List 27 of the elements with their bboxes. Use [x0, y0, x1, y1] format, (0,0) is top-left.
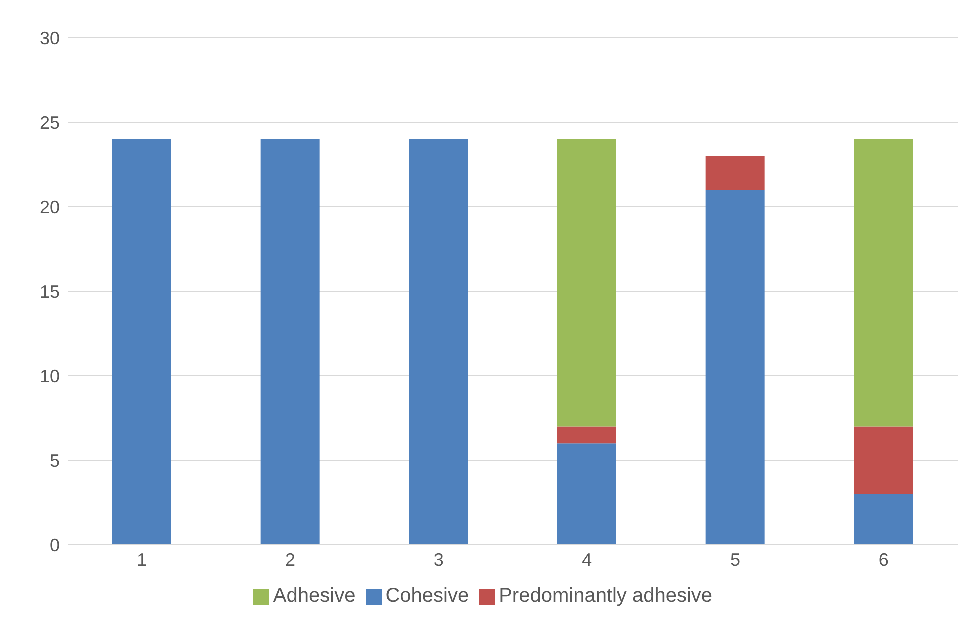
legend-label: Predominantly adhesive [499, 585, 713, 607]
x-tick-label: 6 [878, 550, 889, 570]
bar [558, 444, 616, 545]
y-tick-label: 5 [50, 450, 60, 471]
y-tick-label: 15 [40, 282, 60, 302]
x-tick-label: 1 [137, 550, 148, 570]
bar [706, 190, 765, 545]
y-tick-label: 30 [40, 28, 60, 48]
y-tick-label: 20 [40, 197, 60, 218]
legend-label: Adhesive [273, 585, 356, 607]
x-tick-label: 5 [730, 550, 741, 570]
bar [558, 426, 616, 444]
y-tick-label: 10 [40, 366, 60, 386]
y-tick-label: 0 [50, 535, 60, 556]
bar [409, 139, 468, 545]
x-tick-label: 3 [434, 550, 444, 570]
x-tick-label: 4 [582, 550, 592, 570]
bar [706, 156, 765, 190]
x-tick-label: 2 [285, 550, 296, 570]
bar [854, 139, 914, 427]
bar [854, 426, 914, 494]
bar [854, 494, 914, 545]
bar [558, 139, 616, 427]
y-tick-label: 25 [40, 112, 60, 133]
bar [112, 139, 172, 545]
legend-label: Cohesive [386, 585, 470, 607]
bar [260, 139, 320, 545]
